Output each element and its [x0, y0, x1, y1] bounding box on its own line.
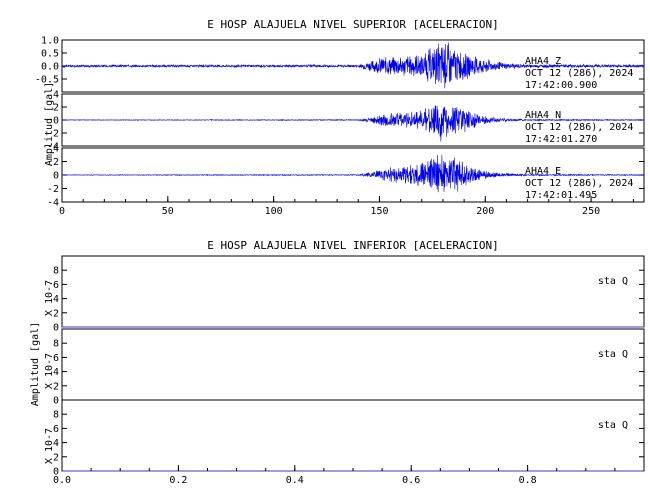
chart-upper: E HOSP ALAJUELA NIVEL SUPERIOR [ACELERAC…	[35, 18, 645, 217]
upper-panel-e-trace	[61, 154, 645, 193]
upper-panel-n: 4 2 0 -2 -4 AHA4 N OCT 12 (286), 2024 17:42:…	[47, 90, 645, 153]
ytick-label: 0	[53, 467, 59, 478]
ytick-label: -2	[47, 184, 59, 195]
ytick-label: 0	[53, 396, 59, 407]
ytick-label: 0.0	[41, 62, 59, 73]
xtick-label: 50	[162, 206, 174, 217]
xtick-label: 0.8	[519, 475, 537, 486]
ytick-label: 2	[53, 308, 59, 319]
chart-upper-ylabel: Amplitud [gal]	[44, 82, 55, 166]
ytick-label: 8	[53, 410, 59, 421]
xtick-label: 200	[476, 206, 494, 217]
xtick-label: 100	[265, 206, 283, 217]
chart-lower: E HOSP ALAJUELA NIVEL INFERIOR [ACELERAC…	[30, 239, 645, 486]
ytick-label: 1.0	[41, 36, 59, 47]
lower-panel-2: 8 6 4 2 0 X 10-7 sta Q	[44, 328, 645, 407]
upper-panel-e-time: 17:42:01.495	[525, 190, 597, 201]
xtick-label: 0.0	[53, 475, 71, 486]
ytick-label: 2	[53, 452, 59, 463]
lower-panel-2-channel: sta Q	[598, 349, 628, 360]
xtick-label: 0.4	[286, 475, 304, 486]
upper-panel-e-channel: AHA4 E	[525, 166, 561, 177]
upper-panel-z-time: 17:42:00.900	[525, 80, 597, 91]
upper-panel-z-date: OCT 12 (286), 2024	[525, 68, 633, 79]
ytick-label: 2	[53, 157, 59, 168]
upper-panel-z-channel: AHA4 Z	[525, 56, 561, 67]
lower-panel-3-scale: X 10-7	[44, 428, 55, 464]
ytick-label: 6	[53, 353, 59, 364]
lower-panel-2-scale: X 10-7	[44, 353, 55, 389]
upper-panel-z: 1.00.50.0-0.5 AHA4 Z OCT 12 (286), 2024 …	[35, 36, 645, 93]
lower-panel-3-channel: sta Q	[598, 420, 628, 431]
ytick-label: 6	[53, 424, 59, 435]
ytick-label: 0	[53, 116, 59, 127]
lower-panel-1-frame	[61, 255, 645, 328]
lower-panel-2-yticks: 8 6 4 2 0	[53, 339, 644, 407]
lower-panel-2-frame	[61, 328, 645, 401]
chart-upper-title: E HOSP ALAJUELA NIVEL SUPERIOR [ACELERAC…	[207, 18, 498, 31]
ytick-label: -0.5	[35, 75, 59, 86]
upper-panel-n-yticks: 4 2 0 -2 -4	[47, 90, 644, 153]
ytick-label: -2	[47, 129, 59, 140]
chart-lower-ylabel: Amplitud [gal]	[30, 322, 41, 406]
upper-panel-z-yticks: 1.0 0.5 0.0 -0.5	[35, 36, 644, 86]
ytick-label: 4	[53, 367, 59, 378]
ytick-label: -4	[47, 198, 59, 209]
ytick-label: 0	[53, 171, 59, 182]
ytick-label: 4	[53, 294, 59, 305]
chart-lower-title: E HOSP ALAJUELA NIVEL INFERIOR [ACELERAC…	[207, 239, 498, 252]
lower-panel-3: 8 6 4 2 0 X 10-7 sta Q	[44, 399, 645, 478]
xtick-label: 0.2	[169, 475, 187, 486]
lower-panel-1: 8 6 4 2 0 X 10-7 sta Q	[44, 255, 645, 334]
upper-panel-n-date: OCT 12 (286), 2024	[525, 122, 633, 133]
xtick-label: 0	[59, 206, 65, 217]
upper-panel-n-channel: AHA4 N	[525, 110, 561, 121]
lower-panel-1-channel: sta Q	[598, 276, 628, 287]
ytick-label: 4	[53, 144, 59, 155]
lower-panel-3-frame	[61, 399, 645, 472]
ytick-label: 4	[53, 438, 59, 449]
ytick-label: 0.5	[41, 49, 59, 60]
upper-panel-e-date: OCT 12 (286), 2024	[525, 178, 633, 189]
ytick-label: 2	[53, 103, 59, 114]
chart-upper-xaxis: 0 50 100 150 200 250	[59, 196, 634, 217]
lower-panel-1-scale: X 10-7	[44, 280, 55, 316]
xtick-label: 0.6	[402, 475, 420, 486]
chart-lower-xaxis: 0.0 0.2 0.4 0.6 0.8	[53, 465, 645, 486]
ytick-label: 0	[53, 323, 59, 334]
ytick-label: -4	[47, 142, 59, 153]
lower-panel-1-yticks: 8 6 4 2 0	[53, 266, 644, 334]
ytick-label: 6	[53, 280, 59, 291]
xtick-label: 150	[370, 206, 388, 217]
xtick-label: 250	[582, 206, 600, 217]
lower-panel-3-yticks: 8 6 4 2 0	[53, 410, 644, 478]
upper-panel-n-trace	[62, 105, 645, 142]
ytick-label: 2	[53, 381, 59, 392]
upper-panel-z-trace	[61, 42, 645, 89]
ytick-label: 8	[53, 266, 59, 277]
ytick-label: 4	[53, 90, 59, 101]
upper-panel-n-time: 17:42:01.270	[525, 134, 597, 145]
ytick-label: 8	[53, 339, 59, 350]
upper-panel-e: 4 2 0 -2 -4 AHA4 E OCT 12 (286), 2024 17:42:…	[47, 144, 645, 209]
